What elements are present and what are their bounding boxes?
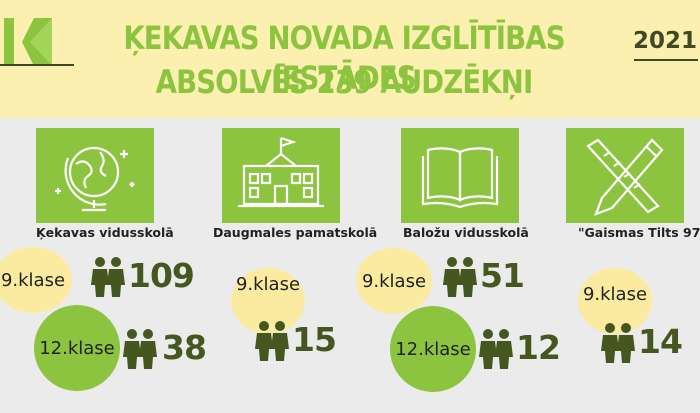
student-count: 51: [480, 256, 525, 295]
grade-label: 12.klase: [395, 338, 471, 360]
grade-9-bubble: 9.klase: [578, 268, 652, 334]
student-count: 15: [292, 320, 337, 359]
year-rule: [634, 59, 698, 61]
student-count: 12: [516, 328, 561, 367]
student-count: 14: [638, 322, 683, 361]
grade-label: 9.klase: [582, 284, 648, 305]
school-name: Ķekavas vidusskolā: [36, 225, 174, 240]
grade-9-bubble: 9.klase: [356, 248, 432, 314]
student-count: 38: [162, 328, 207, 367]
page-title: ĶEKAVAS NOVADA IZGLĪTĪBAS IESTĀDES: [123, 19, 565, 97]
grade-9-bubble: 9.klase: [0, 247, 72, 313]
students-icon: [255, 321, 289, 361]
pencil-ruler-icon: [566, 128, 684, 223]
grade-label: 12.klase: [39, 337, 115, 359]
school-name: "Gaismas Tilts 97": [578, 225, 700, 240]
students-icon: [123, 329, 157, 369]
grade-12-bubble: 12.klase: [34, 305, 120, 391]
school-name: Baložu vidusskolā: [403, 225, 529, 240]
year-label: 2021: [632, 28, 697, 54]
book-icon: [401, 128, 519, 223]
school-name: Daugmales pamatskolā: [213, 225, 378, 240]
title-rule: [0, 64, 74, 66]
grade-12-bubble: 12.klase: [390, 306, 476, 392]
grade-label: 9.klase: [235, 274, 301, 295]
header-band: [0, 0, 700, 118]
students-icon: [443, 257, 477, 297]
globe-icon: [36, 128, 154, 223]
students-icon: [601, 323, 635, 363]
grade-label: 9.klase: [0, 269, 66, 291]
logo-icon: [4, 18, 52, 66]
students-icon: [91, 257, 125, 297]
students-icon: [479, 329, 513, 369]
school-building-icon: [222, 128, 340, 223]
student-count: 109: [128, 256, 195, 295]
grade-label: 9.klase: [361, 270, 427, 292]
page-subtitle: ABSOLVĒS 239 AUDZĒKŅI: [155, 63, 534, 101]
